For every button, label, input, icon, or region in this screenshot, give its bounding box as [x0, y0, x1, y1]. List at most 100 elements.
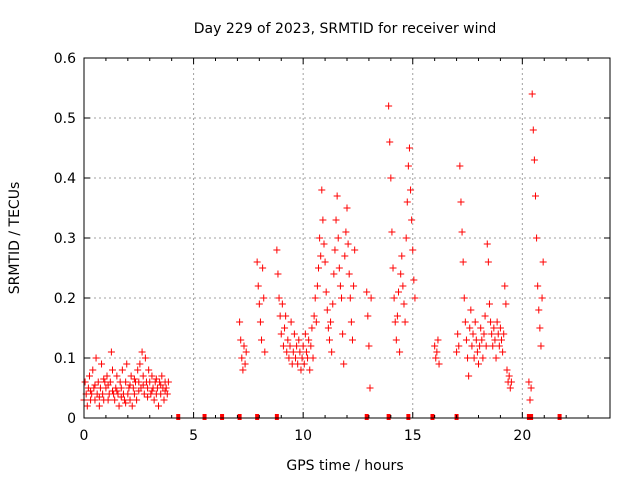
data-point: [129, 384, 137, 392]
data-point: [299, 342, 307, 350]
data-point: [135, 378, 143, 386]
data-point: [527, 384, 535, 392]
data-point-zero: [406, 414, 411, 420]
data-point: [462, 336, 470, 344]
data-point: [108, 366, 116, 374]
data-point: [237, 336, 245, 344]
data-point: [290, 330, 298, 338]
data-point: [92, 354, 100, 362]
data-point: [323, 306, 331, 314]
data-point: [305, 336, 313, 344]
data-point: [138, 348, 146, 356]
data-point: [388, 228, 396, 236]
data-point: [342, 228, 350, 236]
data-point-zero: [557, 414, 562, 420]
data-point: [469, 330, 477, 338]
data-point: [297, 366, 305, 374]
data-point: [139, 381, 147, 389]
data-point: [160, 396, 168, 404]
data-point: [537, 342, 545, 350]
data-point: [161, 387, 169, 395]
data-point: [466, 324, 474, 332]
data-point: [411, 294, 419, 302]
data-point: [477, 324, 485, 332]
data-point: [467, 306, 475, 314]
data-point: [127, 372, 135, 380]
data-point: [468, 342, 476, 350]
data-point: [291, 354, 299, 362]
data-point: [403, 198, 411, 206]
data-point: [481, 312, 489, 320]
data-point: [344, 240, 352, 248]
data-point: [141, 354, 149, 362]
data-point: [531, 192, 539, 200]
data-point: [328, 348, 336, 356]
data-point: [130, 375, 138, 383]
data-point: [123, 360, 131, 368]
data-point: [103, 372, 111, 380]
data-point: [479, 354, 487, 362]
data-point-zero: [202, 414, 207, 420]
y-tick-label: 0.6: [54, 51, 76, 67]
data-point: [277, 330, 285, 338]
x-axis-label: GPS time / hours: [286, 458, 403, 474]
data-point: [157, 390, 165, 398]
data-point: [350, 282, 358, 290]
data-point: [347, 318, 355, 326]
data-point: [409, 246, 417, 254]
y-tick-label: 0.3: [54, 231, 76, 247]
data-point: [117, 384, 125, 392]
data-point: [470, 354, 478, 362]
data-point: [457, 198, 465, 206]
data-point: [385, 102, 393, 110]
data-point: [107, 348, 115, 356]
data-point: [334, 234, 342, 242]
data-point: [434, 336, 442, 344]
data-point: [465, 372, 473, 380]
data-point-zero: [430, 414, 435, 420]
axis-ticks: 0 0.1 0.2 0.3 0.4 0.5 0.6 0 5 10 15 20: [54, 51, 610, 444]
data-point: [331, 246, 339, 254]
data-point: [135, 387, 143, 395]
data-point: [536, 324, 544, 332]
data-point: [332, 216, 340, 224]
data-point: [98, 360, 106, 368]
data-point: [286, 342, 294, 350]
data-point: [139, 372, 147, 380]
data-point: [91, 396, 99, 404]
data-point: [340, 360, 348, 368]
data-point: [327, 318, 335, 326]
y-tick-label: 0.4: [54, 171, 76, 187]
data-point: [496, 324, 504, 332]
data-point: [118, 366, 126, 374]
data-point: [330, 270, 338, 278]
data-point: [253, 258, 261, 266]
data-point: [365, 342, 373, 350]
data-point: [346, 294, 354, 302]
data-point: [289, 348, 297, 356]
data-point: [408, 216, 416, 224]
data-point: [258, 336, 266, 344]
data-point: [89, 366, 97, 374]
data-point: [505, 372, 513, 380]
data-point: [498, 336, 506, 344]
data-point: [122, 399, 130, 407]
data-point: [471, 318, 479, 326]
data-point: [312, 318, 320, 326]
data-point: [464, 354, 472, 362]
data-point: [324, 324, 332, 332]
data-point: [236, 318, 244, 326]
data-point: [283, 348, 291, 356]
data-point-zero: [220, 414, 225, 420]
data-point: [111, 396, 119, 404]
data-point: [321, 258, 329, 266]
data-point: [490, 324, 498, 332]
data-point: [500, 330, 508, 338]
data-point: [256, 318, 264, 326]
data-point: [410, 276, 418, 284]
data-point: [367, 294, 375, 302]
data-point: [484, 258, 492, 266]
data-point: [398, 252, 406, 260]
data-point: [345, 270, 353, 278]
